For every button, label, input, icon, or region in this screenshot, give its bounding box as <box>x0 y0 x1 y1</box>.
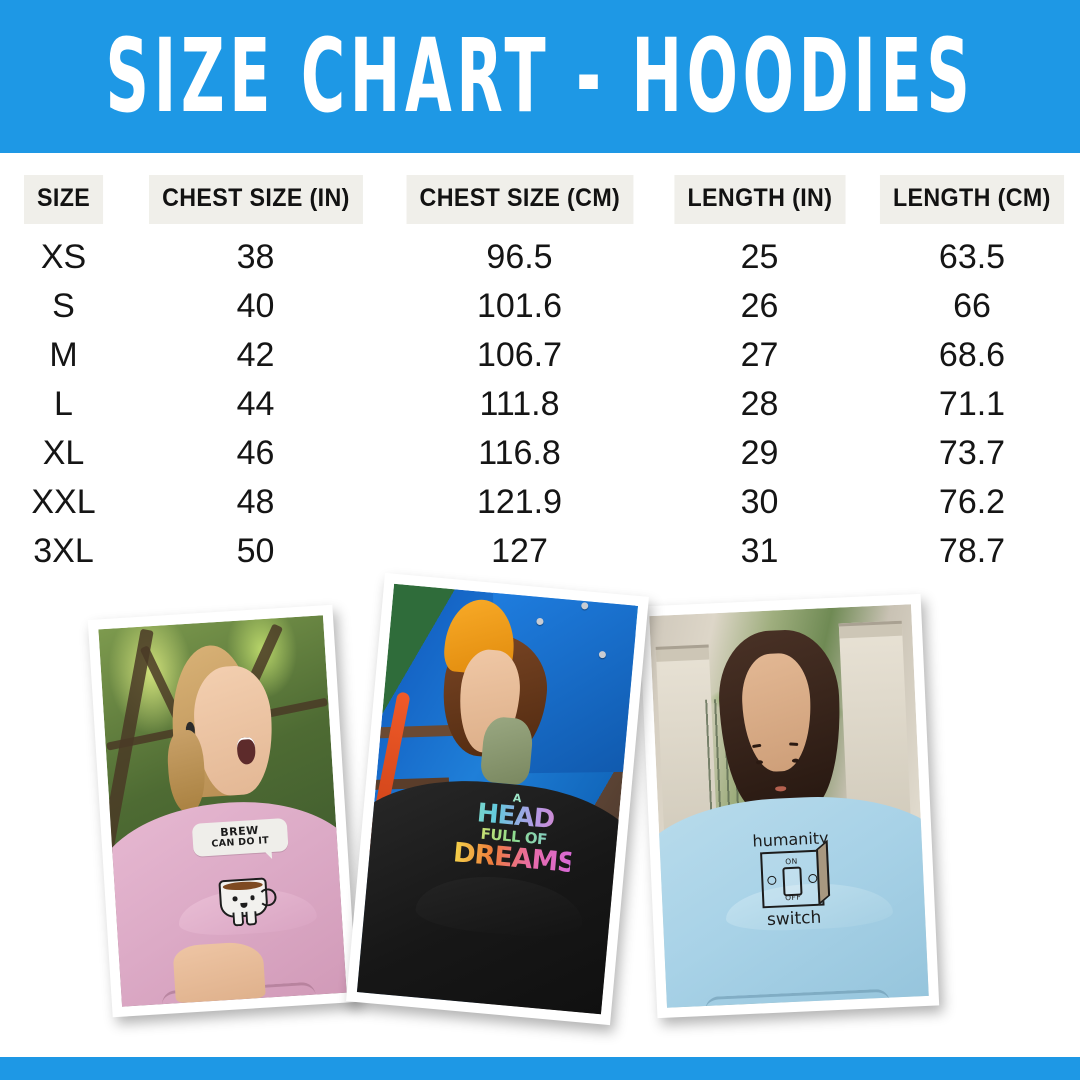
table-header-cell-length-cm: LENGTH (CM) <box>864 175 1080 224</box>
table-header-cell-length-in: LENGTH (IN) <box>655 175 864 224</box>
brew-print-graphic: BREW CAN DO IT <box>191 818 294 945</box>
cell-chest-cm: 116.8 <box>478 434 561 472</box>
cell-size: 3XL <box>33 532 94 570</box>
table-row: S 40 101.6 26 66 <box>0 282 1080 331</box>
photo-collage: BREW CAN DO IT <box>0 560 1080 1030</box>
screw-icon <box>767 875 777 885</box>
cell-length-in: 31 <box>740 532 779 570</box>
cell-length-in: 26 <box>740 287 779 325</box>
cell-length-in: 29 <box>740 434 779 472</box>
cell-length-cm: 68.6 <box>938 336 1006 374</box>
pink-hoodie-photo-image: BREW CAN DO IT <box>98 615 347 1007</box>
cell-size: L <box>54 385 73 423</box>
table-row: XXL 48 121.9 30 76.2 <box>0 478 1080 527</box>
table-header-cell-chest-in: CHEST SIZE (IN) <box>127 175 384 224</box>
cell-length-cm: 71.1 <box>938 385 1006 423</box>
header-label-chest-in: CHEST SIZE (IN) <box>148 175 363 224</box>
rivet-icon <box>598 650 606 658</box>
table-row: L 44 111.8 28 71.1 <box>0 380 1080 429</box>
cell-size: XL <box>42 434 85 472</box>
switch-off-label: OFF <box>784 892 802 902</box>
green-turtleneck <box>479 715 535 786</box>
wall-cap <box>838 620 902 639</box>
table-row: XS 38 96.5 25 63.5 <box>0 233 1080 282</box>
table-header-row: SIZE CHEST SIZE (IN) CHEST SIZE (CM) LEN… <box>0 153 1080 224</box>
cell-chest-cm: 127 <box>491 532 548 570</box>
mug-mouth <box>240 902 248 909</box>
rivet-icon <box>535 617 543 625</box>
cell-chest-cm: 96.5 <box>486 238 553 276</box>
cell-chest-in: 42 <box>236 336 275 374</box>
mug-handle <box>258 888 278 908</box>
cell-size: M <box>49 336 78 374</box>
cell-size: XXL <box>31 483 96 521</box>
cell-length-cm: 66 <box>953 287 991 325</box>
cell-length-cm: 63.5 <box>938 238 1006 276</box>
dreams-print-graphic: A HEAD FULL OF DREAMS <box>447 787 577 928</box>
cell-chest-cm: 111.8 <box>479 385 560 423</box>
coffee-mug-icon <box>218 877 278 927</box>
header-label-length-in: LENGTH (IN) <box>674 175 845 224</box>
header-label-chest-cm: CHEST SIZE (CM) <box>406 175 633 224</box>
cell-length-cm: 73.7 <box>938 434 1006 472</box>
header-label-length-cm: LENGTH (CM) <box>880 175 1064 224</box>
cell-length-in: 30 <box>740 483 779 521</box>
mug-leg <box>245 911 258 927</box>
model-hands <box>172 941 266 1004</box>
wall-cap <box>655 644 709 663</box>
page-banner: SIZE CHART - HOODIES <box>0 0 1080 153</box>
blue-hoodie-photo: humanity ON OFF switch <box>638 593 940 1019</box>
black-hoodie-photo: A HEAD FULL OF DREAMS <box>346 572 649 1026</box>
switch-on-label: ON <box>785 856 798 866</box>
humanity-switch-print-graphic: humanity ON OFF switch <box>725 827 863 982</box>
rivet-icon <box>581 601 589 609</box>
screw-icon <box>808 873 818 883</box>
cell-chest-cm: 101.6 <box>476 287 563 325</box>
page-footer-strip <box>0 1057 1080 1080</box>
header-label-size: SIZE <box>23 175 104 224</box>
speech-bubble: BREW CAN DO IT <box>191 818 289 857</box>
table-row: M 42 106.7 27 68.6 <box>0 331 1080 380</box>
table-header-cell-size: SIZE <box>0 175 127 224</box>
table-row: XL 46 116.8 29 73.7 <box>0 429 1080 478</box>
cell-chest-cm: 106.7 <box>476 336 563 374</box>
cell-chest-in: 40 <box>236 287 275 325</box>
light-switch-icon: ON OFF <box>760 839 831 908</box>
cell-length-in: 27 <box>740 336 779 374</box>
table-row: 3XL 50 127 31 78.7 <box>0 527 1080 576</box>
cell-chest-in: 48 <box>236 483 275 521</box>
cell-chest-in: 38 <box>236 238 275 276</box>
pink-hoodie-photo: BREW CAN DO IT <box>87 604 358 1018</box>
cell-length-in: 28 <box>740 385 779 423</box>
model-eye <box>755 760 763 765</box>
cell-size: XS <box>40 238 87 276</box>
cell-length-cm: 78.7 <box>938 532 1006 570</box>
mug-eye <box>250 895 255 901</box>
cell-length-in: 25 <box>740 238 779 276</box>
mug-leg <box>232 912 245 927</box>
black-hoodie-photo-image: A HEAD FULL OF DREAMS <box>356 583 639 1015</box>
page-title: SIZE CHART - HOODIES <box>105 17 975 136</box>
print-line-4: switch <box>766 907 822 930</box>
blue-hoodie-photo-image: humanity ON OFF switch <box>649 604 929 1008</box>
kangaroo-pocket <box>704 988 891 1008</box>
size-chart-table: SIZE CHEST SIZE (IN) CHEST SIZE (CM) LEN… <box>0 153 1080 576</box>
cell-chest-in: 46 <box>236 434 275 472</box>
cell-chest-in: 44 <box>236 385 275 423</box>
table-body: XS 38 96.5 25 63.5 S 40 101.6 26 66 M 42… <box>0 224 1080 576</box>
mug-eye <box>232 896 238 902</box>
table-header-cell-chest-cm: CHEST SIZE (CM) <box>384 175 655 224</box>
cell-chest-cm: 121.9 <box>476 483 563 521</box>
cell-length-cm: 76.2 <box>938 483 1006 521</box>
cell-chest-in: 50 <box>236 532 275 570</box>
cell-size: S <box>52 287 75 325</box>
